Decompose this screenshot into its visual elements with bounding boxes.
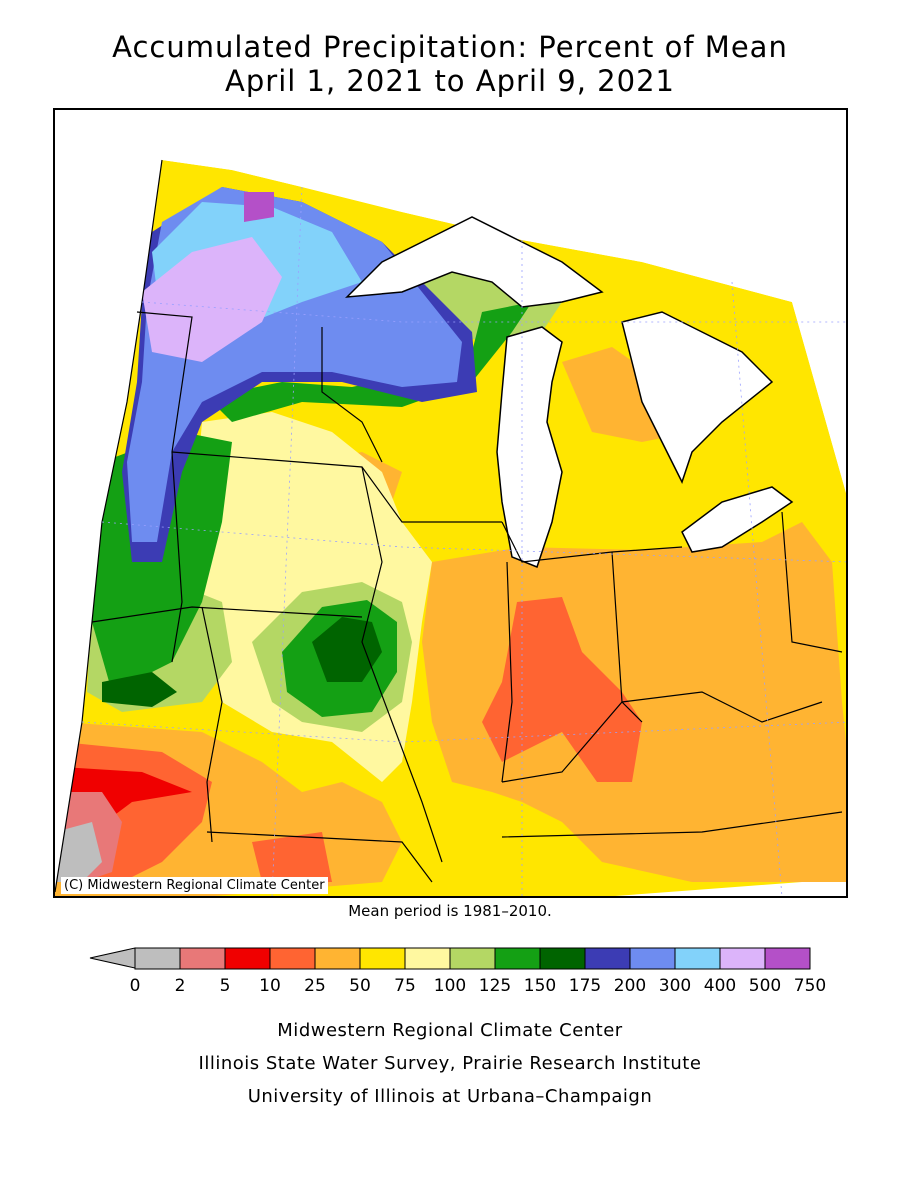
map-graphic bbox=[55, 110, 846, 896]
map-exterior-left bbox=[55, 110, 167, 892]
state-boundaries bbox=[55, 159, 843, 893]
mean-period-note: Mean period is 1981–2010. bbox=[348, 902, 552, 920]
legend-label-7: 100 bbox=[433, 976, 467, 996]
legend-box-1 bbox=[179, 947, 226, 970]
legend-box-7 bbox=[449, 947, 496, 970]
legend-box-8 bbox=[494, 947, 541, 970]
legend-box-13 bbox=[719, 947, 766, 970]
legend-box-6 bbox=[404, 947, 451, 970]
legend-box-5 bbox=[359, 947, 406, 970]
legend-box-10 bbox=[584, 947, 631, 970]
lake-huron bbox=[621, 311, 774, 484]
precipitation-map: (C) Midwestern Regional Climate Center bbox=[53, 108, 848, 898]
region-2-southwest bbox=[55, 822, 102, 882]
lat-lon-grid bbox=[81, 186, 846, 896]
legend-label-4: 25 bbox=[304, 976, 326, 996]
legend-label-14: 500 bbox=[748, 976, 782, 996]
color-legend bbox=[89, 947, 811, 970]
legend-label-2: 5 bbox=[219, 976, 231, 996]
footer-organization: Midwestern Regional Climate Center bbox=[277, 1020, 623, 1041]
lake-superior bbox=[345, 216, 604, 308]
legend-box-3 bbox=[269, 947, 316, 970]
region-150-north bbox=[207, 302, 532, 422]
legend-label-11: 200 bbox=[613, 976, 647, 996]
region-175-west bbox=[102, 672, 177, 707]
lake-erie bbox=[681, 486, 794, 553]
legend-box-4 bbox=[314, 947, 361, 970]
legend-label-12: 300 bbox=[658, 976, 692, 996]
legend-box-0 bbox=[134, 947, 181, 970]
legend-box-2 bbox=[224, 947, 271, 970]
legend-box-9 bbox=[539, 947, 586, 970]
map-exterior-top bbox=[162, 110, 846, 493]
legend-color-boxes bbox=[134, 947, 811, 970]
legend-label-15: 750 bbox=[793, 976, 827, 996]
region-25-south bbox=[252, 832, 332, 882]
legend-label-1: 2 bbox=[174, 976, 186, 996]
footer-survey: Illinois State Water Survey, Prairie Res… bbox=[198, 1053, 702, 1074]
lake-michigan bbox=[496, 326, 563, 568]
legend-box-12 bbox=[674, 947, 721, 970]
legend-label-3: 10 bbox=[259, 976, 281, 996]
legend-label-0: 0 bbox=[129, 976, 141, 996]
footer-university: University of Illinois at Urbana–Champai… bbox=[247, 1086, 653, 1107]
legend-label-9: 150 bbox=[523, 976, 557, 996]
map-date-range: April 1, 2021 to April 9, 2021 bbox=[225, 64, 675, 98]
legend-arrow bbox=[89, 947, 136, 969]
legend-label-5: 50 bbox=[349, 976, 371, 996]
legend-label-8: 125 bbox=[478, 976, 512, 996]
region-750-north bbox=[244, 192, 274, 222]
region-500-north bbox=[142, 237, 282, 362]
legend-label-10: 175 bbox=[568, 976, 602, 996]
legend-box-14 bbox=[764, 947, 811, 970]
copyright-label: (C) Midwestern Regional Climate Center bbox=[61, 877, 328, 894]
legend-label-13: 400 bbox=[703, 976, 737, 996]
map-title: Accumulated Precipitation: Percent of Me… bbox=[112, 30, 788, 64]
legend-label-6: 75 bbox=[394, 976, 416, 996]
legend-box-11 bbox=[629, 947, 676, 970]
